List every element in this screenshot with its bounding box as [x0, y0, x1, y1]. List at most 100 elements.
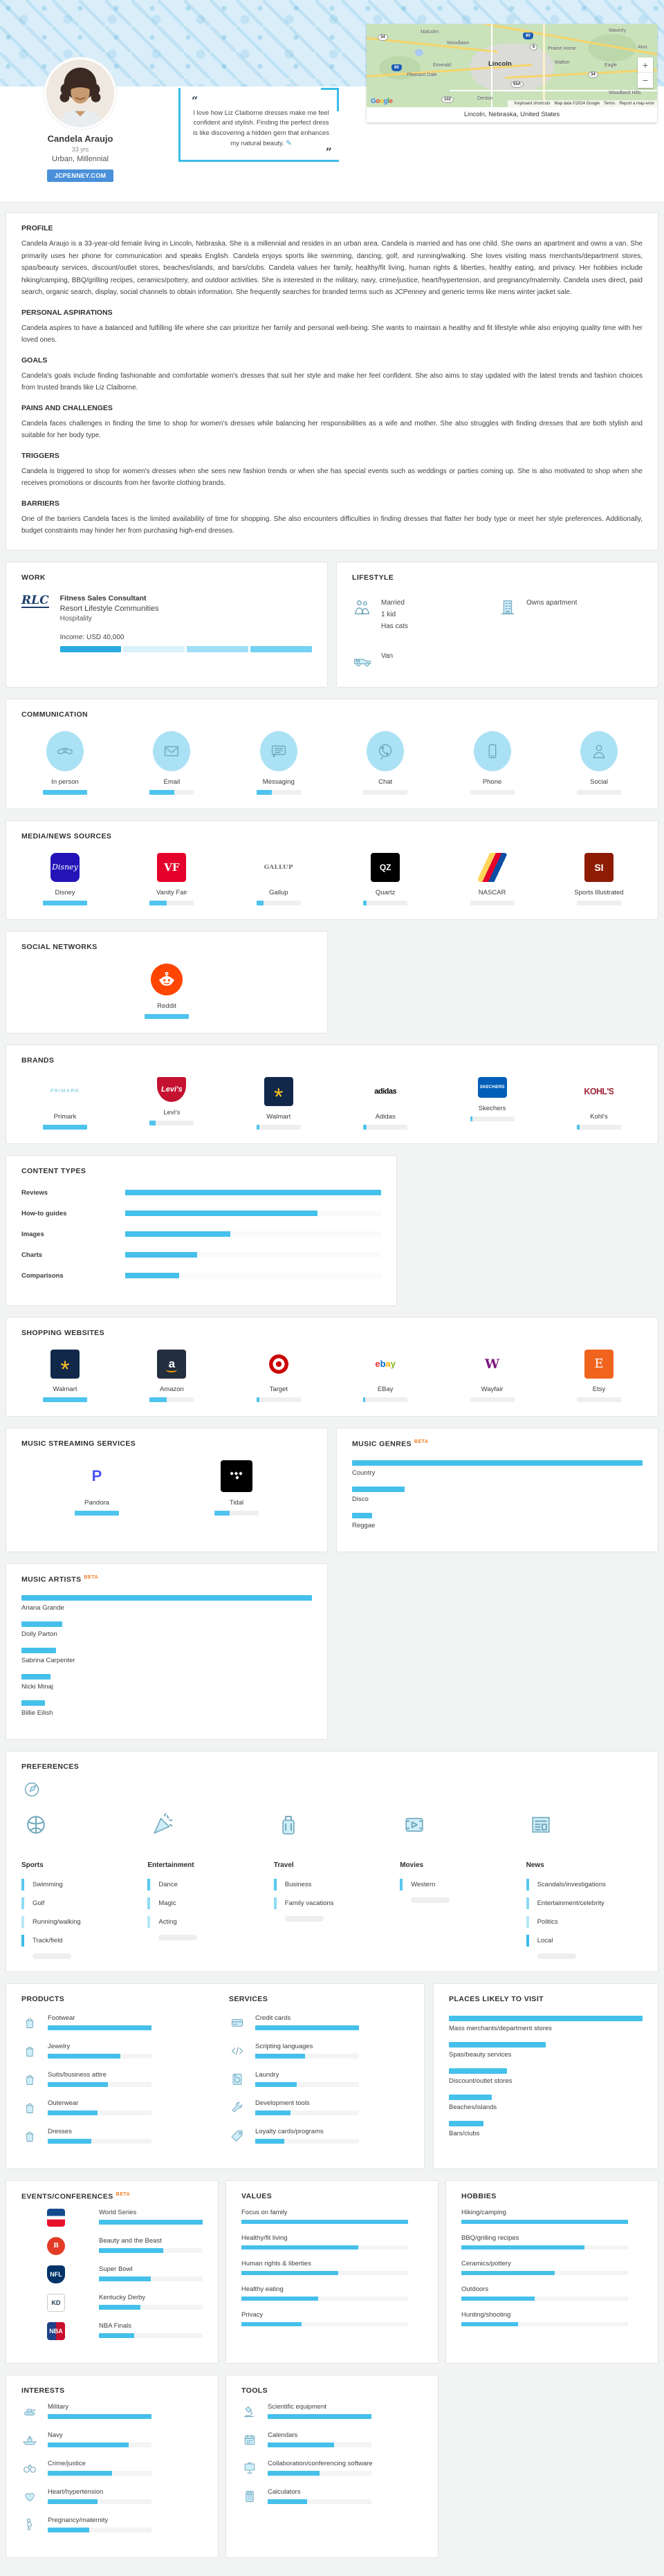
products-label: Suits/business attire	[48, 2070, 107, 2079]
usage-bar	[75, 1510, 119, 1516]
music_artists-label: Ariana Grande	[21, 1603, 64, 1612]
tools-label: Calculators	[268, 2488, 301, 2496]
levis-logo: Levi's	[157, 1076, 187, 1102]
item-label: Kohl's	[590, 1112, 608, 1121]
places-item: Mass merchants/department stores	[449, 2015, 643, 2032]
keyboard-shortcuts[interactable]: Keyboard shortcuts	[514, 102, 551, 106]
social-networks-card: SOCIAL NETWORKS Reddit	[6, 930, 328, 1033]
bag-icon	[26, 2103, 34, 2113]
usage-bar	[149, 1120, 194, 1125]
item-label: Skechers	[478, 1104, 506, 1112]
tools-bar	[268, 2499, 371, 2504]
music_genres-bar	[352, 1460, 643, 1466]
amazon-logo: a	[157, 1349, 187, 1379]
film-icon	[405, 1817, 423, 1832]
income-segment-1	[59, 645, 122, 652]
kohls-logo: KOHL'S	[584, 1086, 614, 1096]
site-tag-button[interactable]: JCPENNEY.COM	[46, 169, 114, 182]
places-bar	[449, 2120, 484, 2126]
zoom-out-button[interactable]: −	[642, 75, 649, 86]
item-label: Pandora	[84, 1498, 109, 1507]
placeholder-bar	[537, 1953, 576, 1959]
hobbies-item: Hunting/shooting	[461, 2311, 643, 2326]
local-road	[450, 90, 657, 91]
communication-item: In person	[27, 730, 103, 795]
screen-icon	[244, 2462, 255, 2474]
places-label: Spas/beauty services	[449, 2050, 512, 2059]
preference-column-movies: Movies Western	[400, 1810, 516, 1959]
item-label: Quartz	[375, 888, 396, 896]
music-streaming-item: Tidal	[199, 1460, 275, 1516]
content-type-label: Charts	[21, 1251, 43, 1259]
music_artists-item: Nicki Minaj	[21, 1673, 312, 1691]
section-title-services: SERVICES	[229, 1994, 268, 2003]
services-label: Credit cards	[255, 2014, 291, 2022]
map-zoom-control[interactable]: + −	[638, 57, 653, 88]
cuffs-icon	[21, 2460, 39, 2478]
hobbies-bar	[461, 2245, 629, 2250]
usage-bar	[214, 1510, 259, 1516]
industry: Hospitality	[59, 614, 92, 623]
item-label: Messaging	[262, 778, 295, 786]
narrative-text: Candela Araujo is a 33-year-old female l…	[21, 240, 643, 296]
map-data: Map data ©2024 Google	[554, 102, 600, 106]
values-item: Focus on family	[241, 2209, 423, 2224]
card-icon	[231, 2018, 243, 2027]
item-label: EBay	[377, 1385, 394, 1393]
envelope-icon	[165, 746, 179, 756]
hobbies-card: HOBBIES Hiking/camping BBQ/grilling recip…	[445, 2180, 658, 2364]
interests-item: Heart/hypertension	[21, 2488, 203, 2506]
section-title-communication: COMMUNICATION	[21, 710, 88, 719]
item-label: NASCAR	[478, 888, 506, 896]
compass-icon	[21, 1779, 643, 1803]
bag-icon	[21, 2071, 39, 2089]
preference-column-news: News Scandals/investigations Entertainment…	[526, 1810, 643, 1959]
tag-icon	[231, 2130, 243, 2142]
target-logo	[264, 1349, 293, 1379]
item-label: Levi's	[163, 1108, 181, 1116]
item-label: Amazon	[159, 1385, 184, 1393]
report-link[interactable]: Report a map error	[619, 102, 654, 106]
events-item: NBA NBA Finals	[21, 2322, 203, 2340]
communication-item: Email	[133, 730, 210, 795]
section-title-values: VALUES	[241, 2191, 273, 2200]
events-label: Super Bowl	[99, 2265, 133, 2273]
products-bar	[48, 2081, 151, 2087]
brands-card: BRANDS PRIMARK Primark Levi's Levi's * Walmar…	[6, 1044, 658, 1144]
section-title-interests: INTERESTS	[21, 2386, 65, 2395]
values-card: VALUES Focus on family Healthy/fit living…	[225, 2180, 439, 2364]
usage-bar	[43, 1124, 87, 1130]
google-map[interactable]: Malcolm Waverly Woodlawn Prairie Home Alvo Em…	[367, 24, 657, 107]
tag-icon	[229, 2128, 247, 2146]
interests-bar	[48, 2471, 151, 2476]
content-type-row: Charts	[21, 1251, 382, 1259]
edit-quote-icon[interactable]: ✎	[286, 139, 292, 147]
events-item: NFL Super Bowl	[21, 2265, 203, 2283]
wrench-icon	[232, 2101, 242, 2113]
content-type-row: Comparisons	[21, 1272, 382, 1280]
shopping-websites-item: E Etsy	[561, 1349, 637, 1402]
events-bar	[99, 2333, 203, 2338]
products-services-card: PRODUCTS Footwear Jewelry Suits/business a…	[6, 1982, 425, 2169]
content-type-bar	[125, 1231, 382, 1237]
van-icon	[354, 658, 371, 667]
zoom-in-button[interactable]: +	[638, 57, 653, 73]
terms-link[interactable]: Terms	[603, 102, 616, 106]
hobbies-bar	[461, 2219, 629, 2224]
section-title-artists: MUSIC ARTISTS	[21, 1575, 82, 1584]
handshake-icon	[57, 747, 73, 754]
pregnant-icon	[26, 2519, 32, 2531]
events-item: World Series	[21, 2209, 203, 2227]
preference-item: Scandals/investigations	[526, 1878, 643, 1890]
hobbies-item: Hiking/camping	[461, 2209, 643, 2224]
person-icon	[593, 744, 605, 758]
content-type-row: Reviews	[21, 1189, 382, 1197]
services-item: Scripting languages	[229, 2043, 409, 2061]
usage-bar	[43, 1397, 87, 1402]
places-bar	[449, 2068, 507, 2074]
brands-item: adidas Adidas	[347, 1077, 423, 1130]
music_artists-label: Billie Eilish	[21, 1709, 53, 1717]
music_genres-label: Reggae	[352, 1522, 376, 1529]
media-sources-item: VF Vanity Fair	[133, 852, 210, 905]
section-title-products: PRODUCTS	[21, 1994, 65, 2003]
